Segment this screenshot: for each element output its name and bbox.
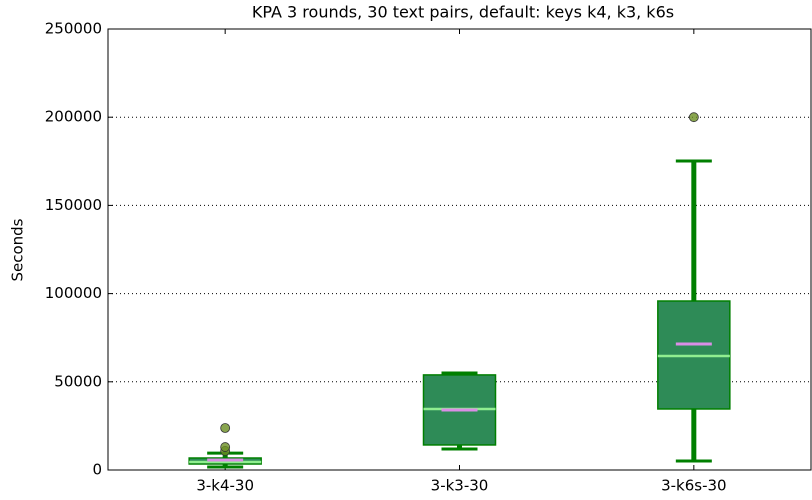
outlier — [688, 112, 699, 123]
y-tick-label: 50000 — [54, 372, 102, 390]
outlier — [220, 442, 231, 452]
x-tick-label: 3-k3-30 — [431, 477, 489, 495]
y-tick-label: 100000 — [45, 284, 102, 302]
y-axis-label: Seconds — [9, 218, 27, 281]
x-tick-label: 3-k4-30 — [196, 477, 254, 495]
y-tick-label: 0 — [92, 461, 102, 479]
outlier — [220, 423, 231, 433]
plot-frame — [107, 28, 812, 471]
y-tick-label: 200000 — [45, 108, 102, 126]
x-tick-label: 3-k6s-30 — [661, 477, 727, 495]
y-tick-label: 250000 — [45, 20, 102, 38]
chart-title: KPA 3 rounds, 30 text pairs, default: ke… — [252, 3, 674, 22]
y-tick-label: 150000 — [45, 196, 102, 214]
